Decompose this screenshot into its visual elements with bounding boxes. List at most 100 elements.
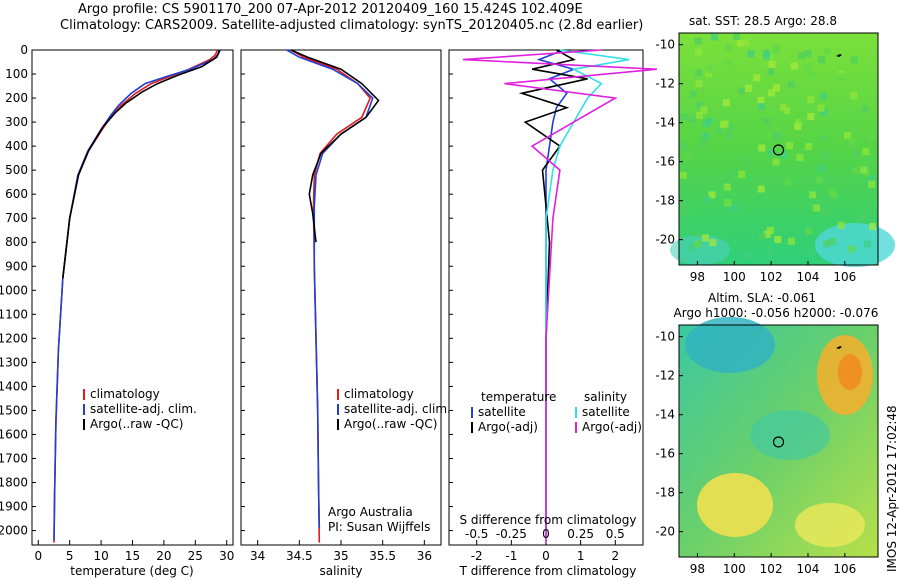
legend-label: satellite	[478, 405, 526, 419]
lon-tick-label: 100	[723, 562, 746, 576]
sst-cell	[790, 62, 798, 70]
sst-cell	[700, 106, 708, 114]
sst-cell	[679, 171, 687, 179]
lat-tick-label: -20	[655, 525, 675, 539]
x-tick-label: 10	[93, 549, 108, 563]
x-tick-label: 34	[250, 549, 265, 563]
sst-cell	[725, 44, 733, 52]
sst-cool-patch	[815, 223, 895, 267]
sla-title-line-1: Altim. SLA: -0.061	[708, 291, 816, 305]
sst-cell	[860, 166, 868, 174]
sst-cell	[828, 188, 835, 196]
sst-cell	[753, 74, 761, 82]
depth-tick-label: 600	[5, 187, 28, 201]
sst-cell	[723, 183, 731, 191]
x-tick-label: 25	[188, 549, 203, 563]
legend-label: Argo(..raw -QC)	[90, 417, 183, 431]
legend-label: Argo(-adj)	[582, 420, 642, 434]
sst-cell	[757, 96, 765, 104]
sst-cell	[715, 126, 723, 134]
depth-tick-label: 1200	[0, 331, 28, 345]
sst-cell	[702, 234, 709, 242]
lon-tick-label: 102	[760, 270, 783, 284]
sst-cell	[862, 148, 870, 156]
sst-map-panel: sat. SST: 28.5 Argo: 28.8 98 100 102 104 106…	[655, 14, 895, 284]
lat-tick-label: -10	[655, 330, 675, 344]
sst-cell	[738, 170, 746, 178]
lon-tick-label: 106	[833, 270, 856, 284]
depth-tick-label: 100	[5, 67, 28, 81]
sst-cell	[723, 198, 731, 206]
sst-cell	[727, 170, 735, 178]
lat-tick-label: -12	[655, 369, 675, 383]
sst-cell	[817, 164, 825, 172]
lon-tick-label: 100	[723, 270, 746, 284]
sst-cell	[820, 135, 828, 143]
sst-cell	[694, 240, 702, 248]
sst-cell	[820, 151, 828, 159]
sst-cell	[804, 50, 812, 58]
sst-cell	[763, 49, 771, 57]
sst-cell	[861, 105, 869, 113]
x-tick-label: 0	[34, 549, 42, 563]
sst-cell	[763, 230, 771, 238]
legend-label: satellite-adj. clim.	[344, 402, 451, 416]
s-tick-label: -0.25	[496, 527, 527, 541]
sst-cell	[680, 202, 688, 210]
depth-tick-label: 900	[5, 259, 28, 273]
sla-map-panel: Altim. SLA: -0.061 Argo h1000: -0.056 h2…	[655, 291, 879, 576]
sst-cell	[747, 50, 755, 58]
sst-cell	[807, 95, 815, 103]
sst-cell	[837, 73, 845, 80]
depth-tick-label: 400	[5, 139, 28, 153]
sst-cell	[721, 120, 729, 128]
sst-cell	[772, 158, 780, 166]
sst-cell	[803, 63, 811, 71]
sst-cell	[767, 89, 775, 97]
sst-cell	[688, 115, 696, 123]
t-difference-xlabel: T difference from climatology	[459, 564, 637, 578]
sst-cell	[695, 69, 703, 77]
lon-tick-label: 102	[760, 562, 783, 576]
sst-cell	[699, 140, 707, 148]
sst-cell	[848, 110, 856, 118]
s-tick-label: 0.5	[606, 527, 625, 541]
x-tick-label: 1	[577, 549, 585, 563]
sst-cell	[731, 112, 739, 119]
sst-cell	[808, 70, 816, 78]
sst-cell	[826, 111, 834, 119]
series-line-satellite-adj-clim-	[286, 49, 374, 529]
sst-cell	[785, 179, 792, 187]
legend-temperature-title: temperature	[481, 390, 556, 404]
sst-cell	[809, 191, 817, 199]
x-tick-label: 35.5	[369, 549, 396, 563]
legend-label: climatology	[344, 387, 414, 401]
sst-cell	[763, 117, 770, 125]
depth-tick-label: 300	[5, 115, 28, 129]
salinity-xlabel: salinity	[319, 564, 362, 578]
sst-cell	[689, 90, 697, 98]
sst-cell	[768, 61, 776, 68]
x-tick-label: 36	[417, 549, 432, 563]
sst-cell	[867, 132, 875, 140]
sst-cell	[850, 92, 858, 100]
sst-cell	[783, 107, 791, 114]
lat-tick-label: -18	[655, 194, 675, 208]
sst-cell	[695, 101, 703, 109]
sst-cell	[680, 113, 688, 121]
lon-tick-label: 104	[797, 270, 820, 284]
legend-label: Argo(-adj)	[478, 420, 538, 434]
sst-cell	[766, 249, 774, 257]
sst-cell	[844, 131, 851, 139]
sst-cell	[705, 69, 713, 77]
x-tick-label: -1	[505, 549, 517, 563]
sst-cell	[805, 143, 813, 151]
series-line-satellite-adj-clim-	[53, 49, 222, 541]
sst-cell	[818, 56, 826, 64]
depth-tick-label: 1800	[0, 476, 28, 490]
lon-tick-label: 98	[690, 270, 705, 284]
sst-cell	[805, 227, 813, 235]
lon-tick-label: 98	[690, 562, 705, 576]
series-line-argo-raw-qc-	[62, 49, 220, 279]
pi-label: PI: Susan Wijffels	[328, 520, 430, 534]
